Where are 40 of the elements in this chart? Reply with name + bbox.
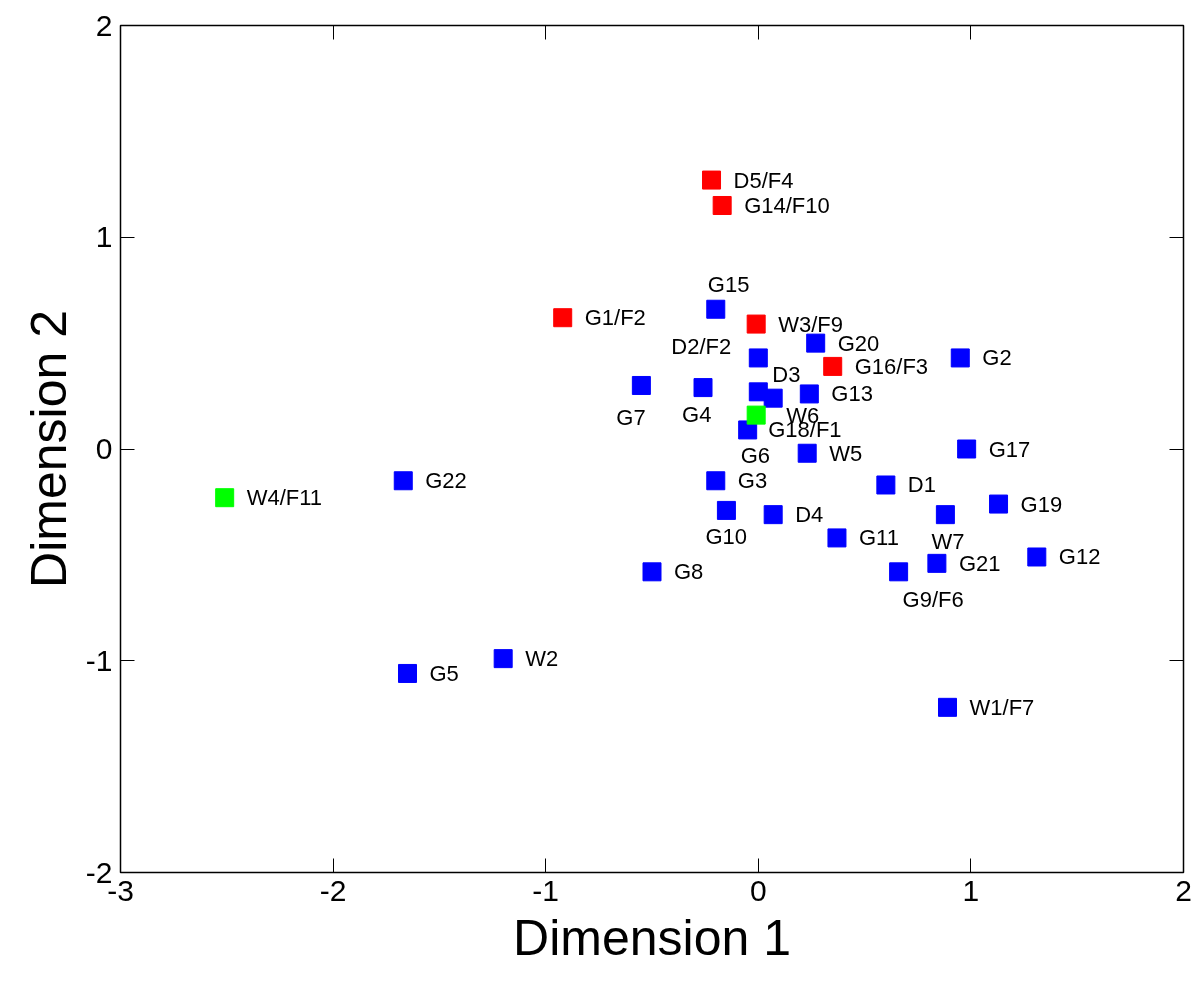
annotation: D2/F2 [671, 334, 732, 360]
y-axis-title: Dimension 2 [20, 310, 77, 588]
x-tick-label: -1 [532, 873, 560, 907]
annotation: G6 [740, 443, 771, 469]
annotation: W1/F7 [969, 694, 1035, 720]
x-tick-label: 0 [749, 873, 767, 907]
x-tick-label: 2 [1175, 873, 1192, 907]
annotation: G7 [616, 404, 646, 430]
annotation: G4 [682, 402, 712, 428]
annotation: G10 [705, 523, 747, 549]
annotation: G2 [982, 345, 1012, 371]
annotation: G1/F2 [584, 305, 646, 331]
annotation: G5 [429, 660, 459, 686]
annotation: G13 [831, 381, 873, 407]
annotation: G22 [425, 468, 467, 494]
annotation: G12 [1058, 544, 1101, 570]
annotation: D5/F4 [733, 167, 794, 193]
y-tick-label: 0 [95, 432, 113, 465]
annotation: W2 [525, 646, 559, 672]
y-tick-label: 1 [95, 220, 113, 254]
annotation: G8 [674, 559, 704, 585]
annotation: G17 [988, 436, 1031, 462]
annotation: G11 [858, 525, 899, 551]
annotation: D1 [907, 472, 936, 498]
annotation: G14/F10 [744, 192, 830, 218]
x-tick-label: 1 [962, 873, 980, 907]
y-tick-label: -1 [85, 643, 113, 677]
annotation: G16/F3 [854, 353, 929, 379]
annotation: G3 [737, 468, 768, 494]
annotation: G19 [1020, 491, 1063, 517]
x-tick-label: -2 [319, 873, 347, 907]
annotation: W5 [829, 440, 863, 466]
annotation: W4/F11 [246, 485, 323, 511]
x-axis-title: Dimension 1 [513, 909, 791, 966]
annotation: D3 [772, 362, 801, 388]
annotation: G9/F6 [902, 587, 964, 613]
annotation: W3/F9 [778, 311, 843, 337]
annotation: D4 [795, 502, 824, 528]
y-tick-label: 2 [95, 8, 113, 42]
annotation: G15 [707, 271, 750, 297]
